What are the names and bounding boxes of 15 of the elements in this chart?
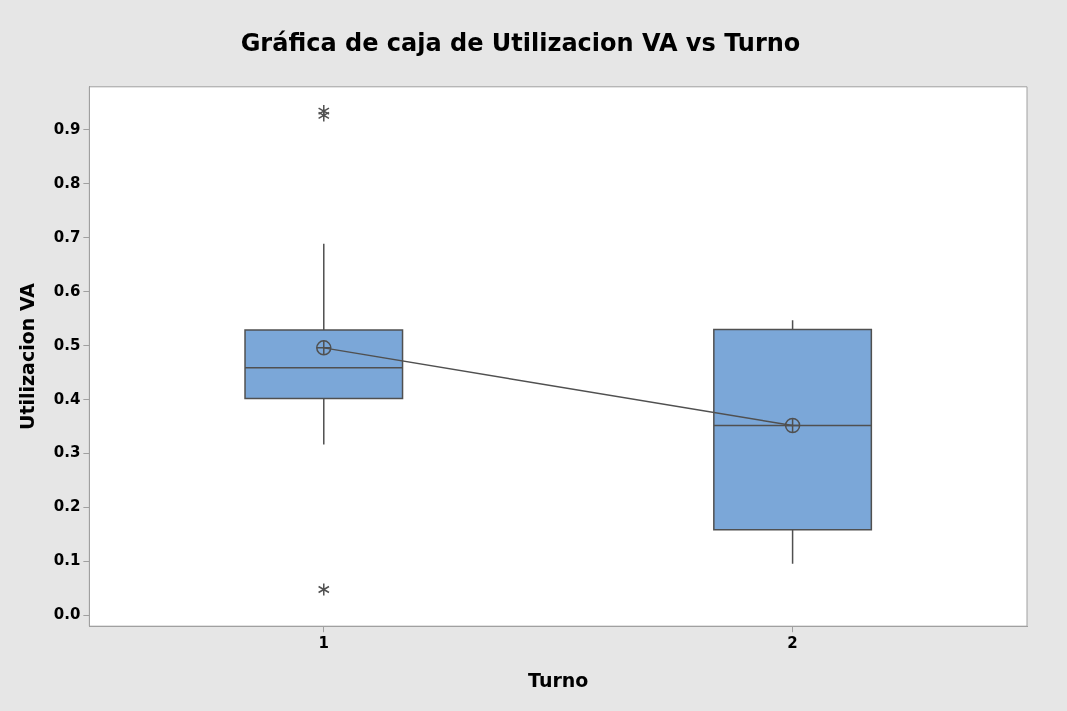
y-tick-label: 0.2 (53, 497, 81, 516)
y-tick-label: 0.9 (53, 119, 81, 138)
x-axis-title: Turno (528, 668, 589, 691)
y-tick-label: 0.8 (53, 173, 81, 192)
y-tick-label: 0.4 (53, 389, 81, 408)
y-axis-title: Utilizacion VA (16, 282, 39, 431)
chart-title: Gráfica de caja de Utilizacion VA vs Turno (240, 28, 801, 57)
y-tick-label: 0.0 (53, 605, 81, 624)
y-tick-label: 0.7 (53, 227, 81, 246)
y-tick-label: 0.5 (53, 335, 81, 354)
y-tick-label: 0.6 (53, 281, 81, 300)
y-tick-label: 0.3 (53, 443, 81, 462)
x-tick-label: 1 (318, 634, 329, 653)
x-tick-label: 2 (787, 634, 798, 653)
y-tick-label: 0.1 (53, 551, 81, 570)
